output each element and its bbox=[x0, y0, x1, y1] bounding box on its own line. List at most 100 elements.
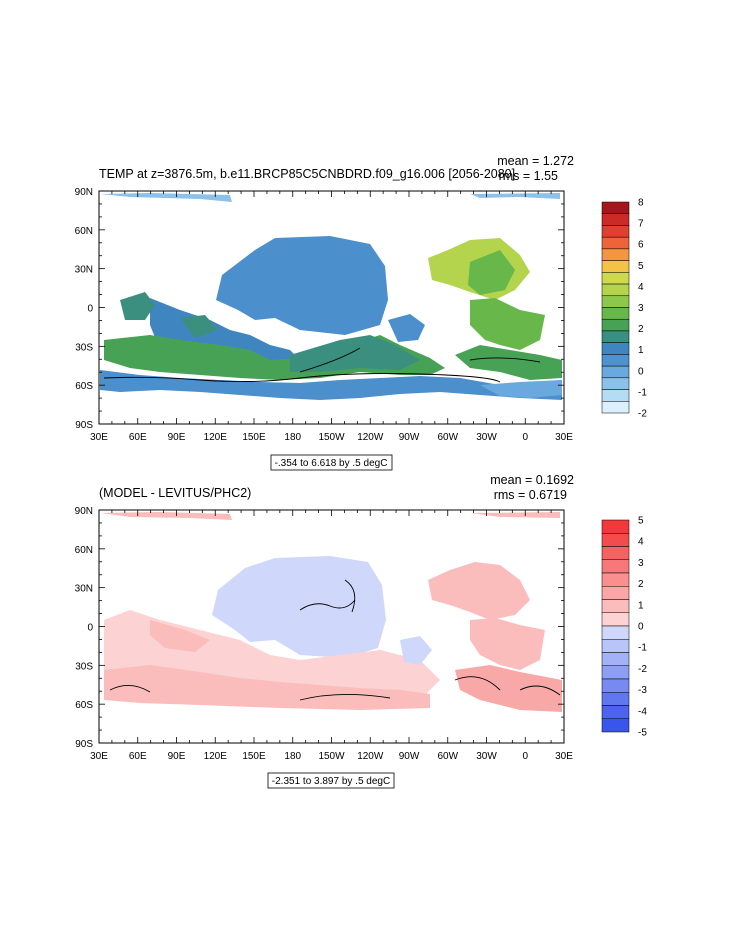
lat-tick-label: 60N bbox=[75, 545, 93, 556]
field-region bbox=[470, 193, 560, 199]
contour-line bbox=[344, 579, 356, 613]
field-region bbox=[470, 512, 560, 518]
colorbar-swatch bbox=[601, 236, 630, 250]
colorbar-swatch bbox=[601, 559, 630, 574]
colorbar-label: 1 bbox=[638, 600, 644, 611]
lon-tick-label: 150W bbox=[318, 751, 345, 762]
contour-line bbox=[519, 685, 561, 696]
colorbar-swatch bbox=[601, 318, 630, 332]
colorbar-label: 7 bbox=[638, 219, 644, 230]
colorbar-label: -2 bbox=[638, 409, 647, 420]
lon-tick-label: 120E bbox=[204, 432, 228, 443]
field-region bbox=[470, 298, 545, 350]
colorbar: 5 4 3 2 1 0 -1 -2 -3 -4 -5 bbox=[601, 516, 647, 739]
lat-tick-label: 30N bbox=[75, 584, 93, 595]
colorbar-swatch bbox=[601, 248, 630, 261]
field-region bbox=[100, 512, 232, 520]
colorbar-label: -2 bbox=[638, 664, 647, 675]
colorbar-swatch bbox=[601, 639, 630, 653]
colorbar-swatch bbox=[601, 272, 630, 285]
colorbar-label: 3 bbox=[638, 558, 644, 569]
lon-tick-label: 120E bbox=[204, 751, 228, 762]
lon-tick-label: 90W bbox=[399, 432, 420, 443]
contour-line bbox=[103, 373, 501, 383]
colorbar-swatch bbox=[601, 705, 630, 719]
map-field bbox=[100, 193, 562, 400]
colorbar-swatch bbox=[601, 625, 630, 640]
lon-tick-label: 90W bbox=[399, 751, 420, 762]
lon-tick-label: 60E bbox=[129, 751, 147, 762]
lon-tick-label: 150E bbox=[242, 751, 266, 762]
colorbar-swatch bbox=[601, 213, 630, 226]
lon-tick-label: 30W bbox=[476, 432, 497, 443]
field-region bbox=[100, 193, 232, 202]
colorbar-swatch bbox=[601, 718, 630, 733]
lon-tick-label: 120W bbox=[357, 751, 384, 762]
colorbar-label: 3 bbox=[638, 303, 644, 314]
lon-tick-labels: 30E 60E 90E 120E 150E 180 150W 120W 90W 60W 30W 0 30… bbox=[90, 751, 573, 762]
lat-tick-labels: 90N 60N 30N 0 30S 60S 90S bbox=[75, 506, 94, 750]
panel-temperature: TEMP at z=3876.5m, b.e11.BRCP85C5CNBDRD.… bbox=[75, 154, 647, 471]
lon-tick-label: 120W bbox=[357, 432, 384, 443]
axis-ticks bbox=[98, 509, 565, 744]
colorbar-swatch bbox=[601, 295, 630, 308]
colorbar-swatch bbox=[601, 377, 630, 390]
panel-title: TEMP at z=3876.5m, b.e11.BRCP85C5CNBDRD.… bbox=[99, 167, 515, 181]
lon-tick-label: 60W bbox=[437, 751, 458, 762]
colorbar-label: 0 bbox=[638, 622, 644, 633]
colorbar-label: 1 bbox=[638, 345, 644, 356]
field-region bbox=[212, 556, 386, 658]
colorbar-swatch bbox=[601, 389, 630, 402]
colorbar-label: 4 bbox=[638, 282, 644, 293]
lon-tick-label: 60W bbox=[437, 432, 458, 443]
field-region bbox=[180, 315, 218, 338]
lat-tick-labels: 90N 60N 30N 0 30S 60S 90S bbox=[75, 187, 94, 431]
range-label: -2.351 to 3.897 by .5 degC bbox=[272, 776, 390, 787]
contour-line bbox=[299, 599, 356, 611]
panel-difference: (MODEL - LEVITUS/PHC2) mean = 0.1692 rms… bbox=[75, 473, 647, 789]
contour-line bbox=[454, 676, 501, 691]
colorbar-label: -1 bbox=[638, 387, 647, 398]
lon-tick-label: 150E bbox=[242, 432, 266, 443]
contour-line bbox=[109, 685, 151, 693]
lat-tick-label: 90S bbox=[75, 739, 93, 750]
colorbar-swatch bbox=[601, 692, 630, 706]
field-region bbox=[400, 636, 432, 665]
contour-line bbox=[469, 357, 541, 363]
lon-tick-label: 30E bbox=[555, 432, 573, 443]
colorbar-swatch bbox=[601, 225, 630, 238]
lat-tick-label: 30S bbox=[75, 342, 93, 353]
colorbar-swatch bbox=[601, 572, 630, 587]
colorbar-swatch bbox=[601, 283, 630, 297]
lat-tick-label: 90N bbox=[75, 506, 93, 517]
colorbar-swatch bbox=[601, 612, 630, 627]
field-region bbox=[480, 380, 562, 398]
colorbar-swatch bbox=[601, 365, 630, 379]
lat-tick-label: 0 bbox=[87, 623, 93, 634]
colorbar-swatch bbox=[601, 354, 630, 367]
colorbar-label: 5 bbox=[638, 261, 644, 272]
panel-title: (MODEL - LEVITUS/PHC2) bbox=[99, 486, 251, 500]
lon-tick-label: 90E bbox=[168, 751, 186, 762]
colorbar-swatch bbox=[601, 533, 630, 547]
field-region bbox=[455, 345, 562, 380]
lon-tick-label: 180 bbox=[284, 751, 301, 762]
range-label-box bbox=[267, 772, 395, 789]
colorbar-label: 2 bbox=[638, 579, 644, 590]
lon-tick-label: 30W bbox=[476, 751, 497, 762]
range-label-box bbox=[270, 454, 393, 471]
colorbar-label: 2 bbox=[638, 324, 644, 335]
colorbar-swatch bbox=[601, 519, 630, 534]
lon-tick-label: 30E bbox=[555, 751, 573, 762]
field-region bbox=[470, 618, 545, 670]
field-region bbox=[104, 665, 430, 710]
colorbar-swatch bbox=[601, 342, 630, 355]
colorbar-label: -1 bbox=[638, 643, 647, 654]
lat-tick-label: 30S bbox=[75, 661, 93, 672]
field-region bbox=[428, 562, 530, 620]
colorbar-label: 5 bbox=[638, 516, 644, 527]
lat-tick-label: 60N bbox=[75, 226, 93, 237]
field-region bbox=[468, 250, 515, 295]
colorbar-swatch bbox=[601, 401, 630, 414]
rms-label: rms = 0.6719 bbox=[494, 488, 567, 502]
